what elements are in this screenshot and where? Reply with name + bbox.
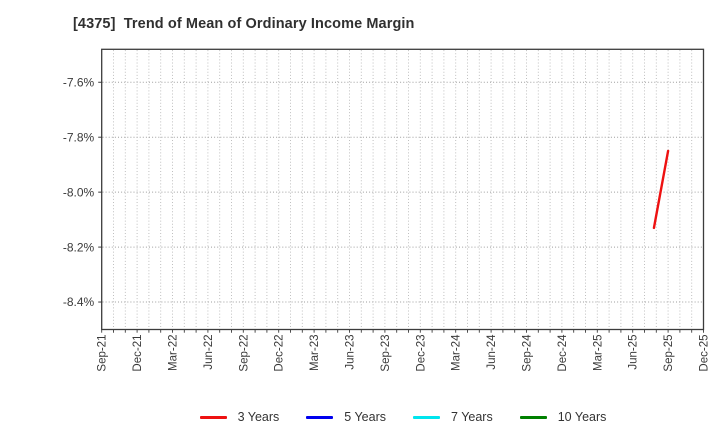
legend-label-7-years: 7 Years xyxy=(451,410,493,425)
legend-swatch-5-years xyxy=(306,415,334,419)
legend-swatch-3-years xyxy=(199,415,227,419)
series-lines xyxy=(652,149,670,230)
svg-text:Sep-21: Sep-21 xyxy=(97,335,109,372)
svg-text:Dec-21: Dec-21 xyxy=(132,335,144,372)
svg-text:-7.8%: -7.8% xyxy=(63,130,95,144)
vertical-gridlines xyxy=(113,50,693,329)
svg-text:-8.2%: -8.2% xyxy=(63,240,95,254)
legend-item-10-years: 10 Years xyxy=(519,410,607,425)
legend-label-3-years: 3 Years xyxy=(237,410,280,425)
y-axis-labels: -7.6% -7.8% -8.0% -8.2% -8.4% xyxy=(63,75,95,309)
svg-text:Jun-23: Jun-23 xyxy=(345,335,357,370)
horizontal-gridlines xyxy=(102,81,703,303)
svg-text:Jun-24: Jun-24 xyxy=(486,334,498,370)
x-axis-labels: Sep-21 Dec-21 Mar-22 Jun-22 Sep-22 Dec-22 Mar-… xyxy=(97,334,711,372)
legend-item-3-years: 3 Years xyxy=(199,410,280,425)
svg-text:Jun-25: Jun-25 xyxy=(628,335,640,370)
svg-text:Dec-22: Dec-22 xyxy=(274,335,286,372)
svg-text:Mar-25: Mar-25 xyxy=(592,335,604,371)
svg-text:Sep-25: Sep-25 xyxy=(663,335,675,372)
svg-text:Dec-25: Dec-25 xyxy=(699,335,711,372)
svg-text:Sep-23: Sep-23 xyxy=(380,335,392,372)
svg-text:-7.6%: -7.6% xyxy=(63,75,95,89)
legend: 3 Years 5 Years 7 Years 10 Years xyxy=(101,405,705,429)
legend-item-5-years: 5 Years xyxy=(306,410,386,424)
svg-text:-8.4%: -8.4% xyxy=(63,295,95,309)
chart-title: [4375] Trend of Mean of Ordinary Income … xyxy=(73,16,415,32)
svg-text:Sep-24: Sep-24 xyxy=(522,334,534,372)
svg-text:Mar-24: Mar-24 xyxy=(451,334,463,371)
x-axis-ticks xyxy=(101,329,704,333)
legend-item-7-years: 7 Years xyxy=(413,410,493,424)
legend-label-5-years: 5 Years xyxy=(344,410,387,425)
y-axis-ticks xyxy=(98,81,102,303)
legend-swatch-10-years xyxy=(519,415,547,419)
svg-text:Sep-22: Sep-22 xyxy=(238,335,250,372)
svg-text:-8.0%: -8.0% xyxy=(63,185,95,199)
svg-text:Dec-24: Dec-24 xyxy=(557,334,569,372)
legend-swatch-7-years xyxy=(413,415,441,419)
svg-text:Mar-23: Mar-23 xyxy=(309,335,321,371)
plot-frame xyxy=(101,48,705,331)
legend-label-10-years: 10 Years xyxy=(557,410,607,425)
chart-plot-area: Sep-21 Dec-21 Mar-22 Jun-22 Sep-22 Dec-22 Mar-… xyxy=(63,48,711,372)
svg-text:Jun-22: Jun-22 xyxy=(203,335,215,370)
svg-text:Mar-22: Mar-22 xyxy=(168,335,180,371)
svg-text:Dec-23: Dec-23 xyxy=(415,335,427,372)
